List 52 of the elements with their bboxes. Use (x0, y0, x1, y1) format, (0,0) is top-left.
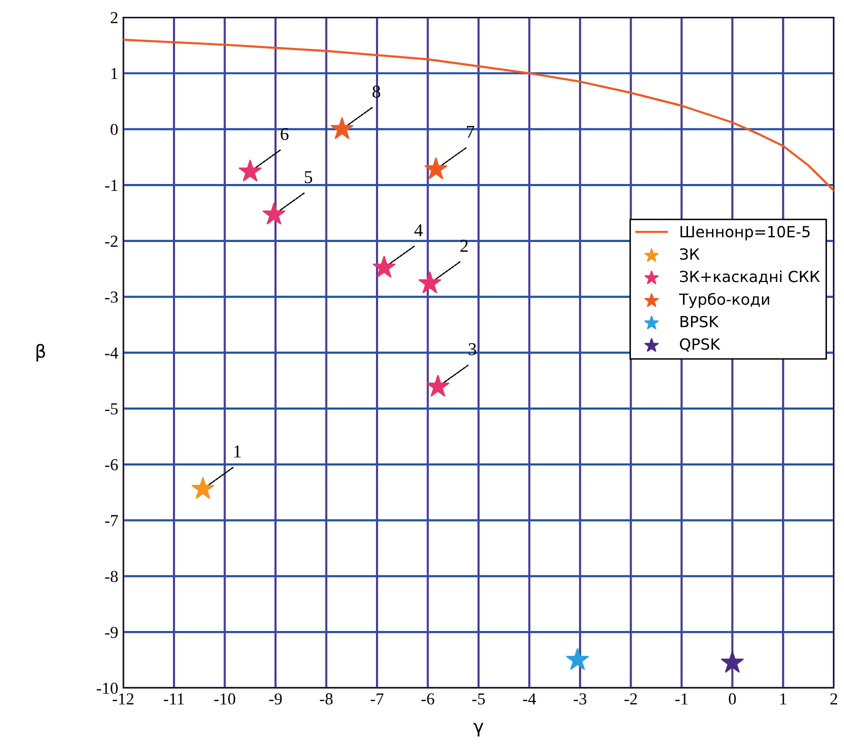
annotation: 6 (280, 128, 288, 140)
annotation: 2 (460, 240, 468, 252)
x-tick-label: -10 (214, 693, 236, 705)
legend-label: ЗК (680, 248, 700, 260)
y-tick-label: -7 (105, 515, 118, 526)
y-tick-label: -10 (96, 682, 118, 694)
y-tick-label: -9 (105, 626, 118, 638)
x-tick-label: -6 (421, 693, 434, 705)
point (238, 160, 262, 182)
x-tick-label: -12 (112, 693, 134, 704)
point (418, 271, 442, 294)
y-tick-label: -2 (105, 236, 118, 247)
x-tick-label: -11 (164, 693, 184, 704)
point (721, 650, 744, 673)
point (262, 202, 286, 224)
point (426, 374, 450, 397)
legend-label: ЗК+каскадні СКК (680, 270, 820, 284)
x-tick-label: -8 (320, 693, 333, 705)
legend-label: QPSK (680, 338, 720, 352)
y-tick-label: -4 (105, 347, 118, 358)
y-axis-title: β (36, 344, 46, 362)
point (192, 477, 214, 499)
y-tick-label: -8 (105, 570, 118, 582)
x-tick-label: 2 (830, 693, 838, 704)
x-tick-label: 0 (728, 693, 736, 705)
x-tick-label: -1 (675, 693, 688, 704)
x-tick-label: -7 (370, 693, 384, 704)
point (330, 117, 354, 139)
legend-label: Турбо-коди (679, 292, 770, 308)
line-series (123, 38, 834, 192)
y-tick-label: 2 (110, 12, 118, 24)
x-tick-label: -2 (624, 693, 637, 704)
annotation: 5 (304, 171, 312, 184)
x-tick-label: -4 (522, 693, 536, 704)
legend-label: Шеннонр=10E-5 (680, 226, 810, 240)
annotation: 4 (414, 224, 423, 236)
y-tick-label: 0 (110, 124, 118, 136)
x-tick-label: -5 (472, 693, 485, 705)
y-tick-label: -5 (105, 403, 118, 414)
x-tick-label: -9 (269, 693, 282, 705)
annotation: 1 (234, 445, 241, 458)
y-tick-label: -1 (105, 180, 118, 191)
legend-label: BPSK (680, 316, 719, 328)
point (566, 648, 589, 670)
y-tick-label: 1 (111, 68, 118, 80)
x-axis-title: γ (473, 722, 484, 737)
point (424, 157, 448, 180)
point (372, 256, 396, 278)
x-tick-label: -3 (574, 693, 586, 705)
y-tick-label: -6 (105, 459, 118, 470)
y-tick-label: -3 (105, 292, 118, 303)
x-tick-label: 1 (780, 693, 786, 704)
